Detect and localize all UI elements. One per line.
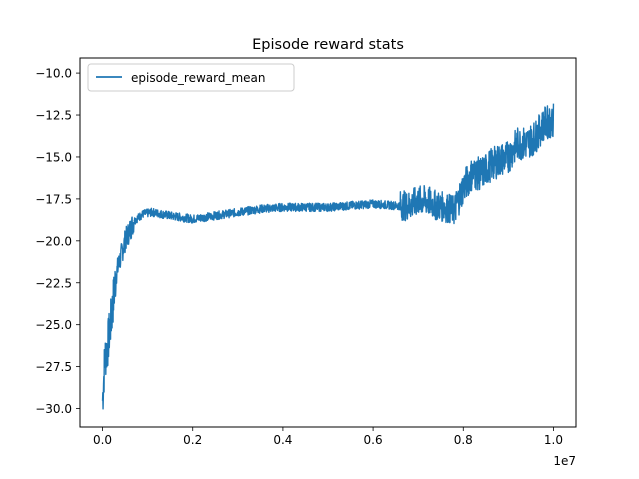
data-point xyxy=(142,213,144,215)
y-tick-label: −20.0 xyxy=(35,234,72,248)
data-point xyxy=(507,156,509,158)
y-tick-label: −22.5 xyxy=(35,276,72,290)
data-point xyxy=(489,164,491,166)
data-point xyxy=(408,205,410,207)
data-point xyxy=(151,211,153,213)
data-point xyxy=(101,399,104,401)
data-point xyxy=(104,357,106,359)
data-point xyxy=(498,159,500,161)
data-point xyxy=(471,173,473,175)
data-point xyxy=(304,206,307,208)
legend: episode_reward_mean xyxy=(87,63,295,92)
data-point xyxy=(119,257,122,259)
data-point xyxy=(444,206,446,208)
data-point xyxy=(543,122,546,125)
data-point xyxy=(417,199,419,202)
x-tick-label: 1.0 xyxy=(544,433,563,447)
chart-title: Episode reward stats xyxy=(252,37,404,53)
data-point xyxy=(480,173,482,175)
data-point xyxy=(426,199,428,202)
x-tick-label: 0.4 xyxy=(273,433,292,447)
data-point xyxy=(462,186,464,188)
y-tick-label: −10.0 xyxy=(35,67,72,81)
y-tick-label: −17.5 xyxy=(35,192,72,206)
plot-frame xyxy=(79,57,577,428)
data-point xyxy=(110,315,113,317)
data-point xyxy=(534,136,537,138)
legend-frame xyxy=(87,63,295,92)
data-point xyxy=(124,240,126,242)
data-point xyxy=(349,205,352,207)
data-point xyxy=(516,142,518,145)
plot-data-layer xyxy=(101,103,555,410)
y-tick-label: −25.0 xyxy=(35,318,72,332)
data-point xyxy=(282,206,284,208)
series-line-episode-reward-mean xyxy=(101,103,555,410)
data-point xyxy=(327,206,329,208)
y-tick-label: −27.5 xyxy=(35,360,72,374)
x-tick-label: 0.6 xyxy=(364,433,383,447)
data-point xyxy=(525,142,528,145)
data-point xyxy=(237,211,239,213)
x-axis-offset-label: 1e7 xyxy=(553,454,576,468)
y-tick-label: −30.0 xyxy=(35,402,72,416)
y-tick-label: −12.5 xyxy=(35,109,72,123)
x-tick-label: 0.8 xyxy=(454,433,473,447)
y-axis: −10.0 −12.5 −15.0 −17.5 −20.0 −22.5 −25.0 −27.5… xyxy=(35,67,80,416)
data-point xyxy=(106,349,108,351)
data-point xyxy=(453,210,455,212)
y-tick-label: −15.0 xyxy=(35,150,72,164)
legend-label-episode-reward-mean: episode_reward_mean xyxy=(131,71,266,85)
data-point xyxy=(133,220,135,222)
data-point xyxy=(214,215,216,217)
data-point xyxy=(160,213,162,215)
data-point xyxy=(372,203,374,205)
data-point xyxy=(115,273,117,275)
x-axis: 0.0 0.2 0.4 0.6 0.8 1.0 xyxy=(93,427,563,447)
x-tick-label: 0.2 xyxy=(183,433,202,447)
data-point xyxy=(192,218,194,220)
data-point xyxy=(169,215,171,217)
data-point xyxy=(259,208,261,210)
data-point xyxy=(552,119,555,121)
data-point xyxy=(395,205,397,207)
data-point xyxy=(108,332,110,334)
data-point xyxy=(435,205,437,207)
x-tick-label: 0.0 xyxy=(93,433,112,447)
